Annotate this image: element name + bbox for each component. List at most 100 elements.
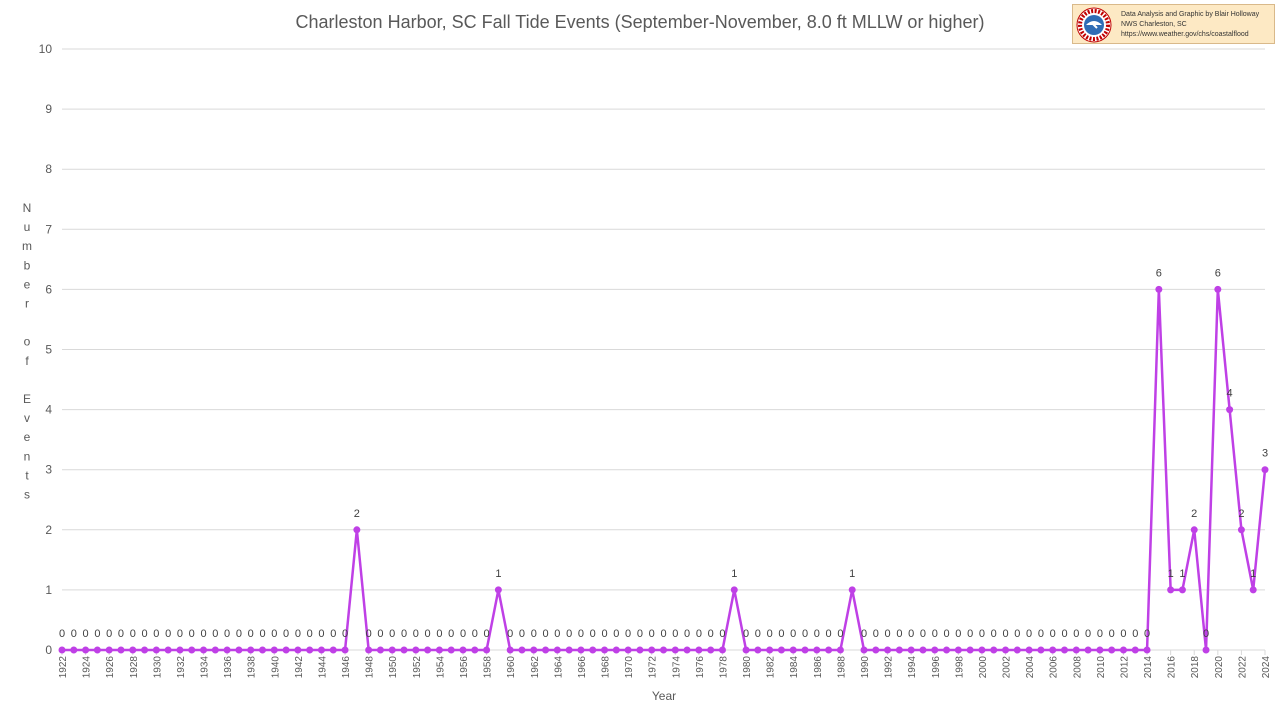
data-point <box>1237 526 1245 534</box>
x-tick-label: 1974 <box>671 656 682 679</box>
data-label: 0 <box>625 628 631 640</box>
data-point <box>660 646 667 654</box>
data-point <box>1249 586 1257 594</box>
data-label: 0 <box>1050 628 1056 640</box>
data-point <box>1108 646 1116 654</box>
y-axis-title-char: f <box>25 354 29 368</box>
data-label: 0 <box>814 628 820 640</box>
chart-title: Charleston Harbor, SC Fall Tide Events (… <box>296 12 985 32</box>
data-label: 0 <box>719 628 725 640</box>
data-label: 0 <box>955 628 961 640</box>
data-label: 1 <box>1168 568 1174 580</box>
data-point <box>777 646 785 654</box>
data-label: 1 <box>849 568 855 580</box>
data-point <box>943 646 951 654</box>
data-point <box>1119 646 1127 654</box>
data-point <box>813 646 821 654</box>
x-tick-label: 1992 <box>884 656 895 679</box>
y-axis-title-char: N <box>23 201 32 215</box>
data-point <box>1072 646 1080 654</box>
data-label: 0 <box>696 628 702 640</box>
data-label: 0 <box>908 628 914 640</box>
data-label: 0 <box>271 628 277 640</box>
x-tick-label: 1970 <box>624 656 635 679</box>
data-point <box>1037 646 1045 654</box>
data-label: 0 <box>212 628 218 640</box>
data-point <box>400 646 408 654</box>
credit-office: NWS Charleston, SC <box>1121 21 1187 28</box>
x-tick-label: 1962 <box>530 656 541 679</box>
data-label: 0 <box>83 628 89 640</box>
data-point <box>601 646 609 654</box>
data-label: 0 <box>189 628 195 640</box>
gridlines <box>62 48 1265 651</box>
x-tick-label: 2004 <box>1025 656 1036 679</box>
data-label: 0 <box>484 628 490 640</box>
data-label: 0 <box>790 628 796 640</box>
x-tick-label: 2018 <box>1190 656 1201 679</box>
data-label: 0 <box>743 628 749 640</box>
data-point <box>259 646 266 654</box>
data-point <box>636 646 644 654</box>
data-label: 0 <box>802 628 808 640</box>
data-point <box>141 646 149 654</box>
x-tick-label: 1944 <box>317 656 328 679</box>
data-point <box>718 646 726 654</box>
data-label: 0 <box>967 628 973 640</box>
x-tick-label: 1994 <box>907 656 918 679</box>
data-label: 0 <box>413 628 419 640</box>
y-axis-title-char: b <box>24 258 31 272</box>
data-label: 0 <box>401 628 407 640</box>
y-axis-title-char: v <box>24 411 30 425</box>
data-point <box>270 646 278 654</box>
data-label: 0 <box>590 628 596 640</box>
y-tick-label: 2 <box>45 523 52 537</box>
x-tick-label: 2000 <box>978 656 989 679</box>
x-tick-label: 1930 <box>152 656 163 679</box>
data-point <box>1178 586 1186 594</box>
data-point <box>671 646 679 654</box>
x-tick-label: 1928 <box>129 656 140 679</box>
data-point <box>707 646 715 654</box>
data-point <box>589 646 597 654</box>
data-point <box>1261 466 1269 474</box>
x-tick-label: 1934 <box>200 656 211 679</box>
data-label: 0 <box>448 628 454 640</box>
y-axis-title-char: e <box>24 430 31 444</box>
x-tick-label: 1948 <box>365 656 376 679</box>
data-label: 0 <box>472 628 478 640</box>
data-label: 0 <box>436 628 442 640</box>
data-point <box>978 646 986 654</box>
data-label: 0 <box>601 628 607 640</box>
x-tick-label: 2014 <box>1143 656 1154 679</box>
data-label: 0 <box>236 628 242 640</box>
data-label: 4 <box>1227 388 1233 400</box>
data-label: 0 <box>578 628 584 640</box>
data-point <box>542 646 550 654</box>
data-label: 0 <box>943 628 949 640</box>
data-label: 0 <box>896 628 902 640</box>
data-point <box>895 646 903 654</box>
data-label: 0 <box>1014 628 1020 640</box>
data-point <box>884 646 892 654</box>
data-label: 0 <box>141 628 147 640</box>
credit-url[interactable]: https://www.weather.gov/chs/coastalflood <box>1121 31 1249 38</box>
y-axis-title-char: e <box>24 277 31 291</box>
data-point <box>931 646 939 654</box>
data-label: 0 <box>106 628 112 640</box>
y-tick-label: 8 <box>45 162 52 176</box>
x-tick-label: 1988 <box>836 656 847 679</box>
x-tick-label: 2012 <box>1119 656 1130 679</box>
data-point <box>695 646 703 654</box>
x-tick-label: 1938 <box>247 656 258 679</box>
nws-logo-icon <box>1076 7 1112 43</box>
data-label: 0 <box>755 628 761 640</box>
data-point <box>164 646 172 654</box>
data-label: 0 <box>1026 628 1032 640</box>
data-label: 0 <box>1097 628 1103 640</box>
x-tick-label: 1980 <box>742 656 753 679</box>
credit-box: Data Analysis and Graphic by Blair Hollo… <box>1072 4 1275 44</box>
data-point <box>872 646 880 654</box>
